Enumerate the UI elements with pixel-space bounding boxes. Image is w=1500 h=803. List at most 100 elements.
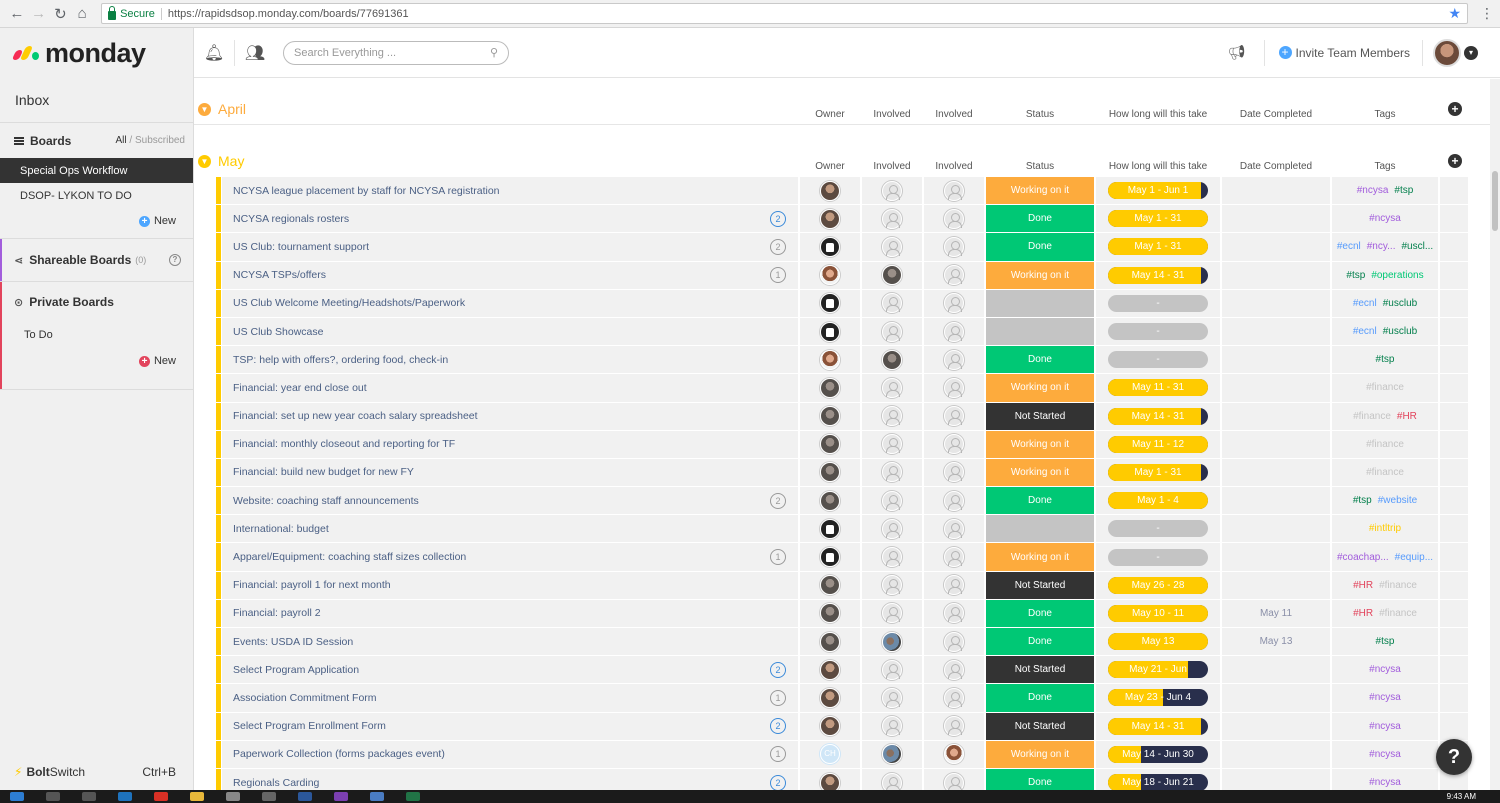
column-header-date-completed[interactable]: Date Completed [1239, 161, 1313, 172]
status-cell[interactable]: Not Started [986, 571, 1094, 599]
monday-logo[interactable]: monday [0, 28, 193, 78]
date-completed-cell[interactable] [1222, 740, 1330, 768]
person-avatar[interactable] [820, 490, 840, 511]
involved-cell-2[interactable] [924, 177, 984, 205]
tag[interactable]: #intltrip [1368, 523, 1402, 535]
column-header-status[interactable]: Status [1025, 161, 1055, 172]
person-avatar[interactable] [820, 547, 840, 568]
explorer-taskbar-icon[interactable] [190, 792, 204, 801]
date-completed-cell[interactable]: May 11 [1222, 599, 1330, 627]
timeline-cell[interactable]: May 18 - Jun 21 [1096, 768, 1220, 790]
owner-cell[interactable] [800, 571, 860, 599]
owner-cell[interactable] [800, 768, 860, 790]
timeline-cell[interactable]: May 11 - 31 [1096, 374, 1220, 402]
table-row[interactable]: US Club Welcome Meeting/Headshots/Paperw… [194, 289, 1490, 318]
date-completed-cell[interactable] [1222, 317, 1330, 346]
timeline-pill[interactable]: May 26 - 28 [1108, 576, 1208, 594]
item-name[interactable]: International: budget [222, 515, 798, 543]
updates-count-badge[interactable]: 1 [770, 746, 786, 763]
sidebar-board-to-do[interactable]: To Do [24, 329, 53, 341]
user-avatar[interactable] [1433, 38, 1461, 67]
add-column-button[interactable]: + [1448, 154, 1462, 168]
empty-person-icon[interactable] [882, 236, 902, 257]
tags-cell[interactable]: #ecnl #usclub [1332, 317, 1438, 346]
involved-cell[interactable] [862, 684, 922, 712]
involved-cell[interactable] [862, 599, 922, 627]
timeline-pill[interactable]: May 14 - 31 [1108, 407, 1208, 425]
status-cell[interactable]: Done [986, 684, 1094, 712]
tag[interactable]: #ecnl [1352, 326, 1377, 338]
timeline-pill[interactable]: May 1 - 4 [1108, 492, 1208, 510]
date-completed-cell[interactable] [1222, 712, 1330, 740]
item-name[interactable]: US Club Showcase [222, 317, 798, 346]
status-cell[interactable]: Not Started [986, 656, 1094, 684]
item-name[interactable]: NCYSA regionals rosters 2 [222, 205, 798, 233]
table-row[interactable]: Regionals Carding 2 Done May 18 - Jun 21 #nc… [194, 768, 1490, 790]
timeline-cell[interactable]: - [1096, 289, 1220, 317]
involved-cell-2[interactable] [924, 628, 984, 656]
empty-person-icon[interactable] [882, 518, 902, 539]
windows-start-icon[interactable] [10, 792, 24, 801]
new-private-board-button[interactable]: + New [0, 348, 193, 374]
item-name[interactable]: US Club Welcome Meeting/Headshots/Paperw… [222, 289, 798, 317]
column-header-status[interactable]: Status [1025, 109, 1055, 120]
involved-cell-2[interactable] [924, 487, 984, 515]
person-avatar[interactable] [820, 716, 840, 737]
date-completed-cell[interactable]: May 13 [1222, 628, 1330, 656]
status-cell[interactable]: Done [986, 205, 1094, 233]
search-taskbar-icon[interactable] [46, 792, 60, 801]
status-cell[interactable] [986, 515, 1094, 543]
timeline-pill[interactable]: - [1108, 351, 1208, 369]
person-avatar[interactable] [882, 744, 902, 765]
tag[interactable]: #tsp [1375, 354, 1395, 366]
involved-cell[interactable] [862, 430, 922, 458]
date-completed-cell[interactable] [1222, 768, 1330, 790]
timeline-pill[interactable]: May 14 - Jun 30 [1108, 745, 1208, 763]
tag[interactable]: #tsp [1375, 636, 1395, 648]
date-completed-cell[interactable] [1222, 233, 1330, 261]
person-avatar[interactable] [944, 744, 964, 765]
owner-cell[interactable] [800, 317, 860, 346]
person-avatar[interactable] [820, 434, 840, 455]
owner-cell[interactable] [800, 487, 860, 515]
tags-cell[interactable]: #intltrip [1332, 515, 1438, 543]
empty-person-icon[interactable] [944, 603, 964, 624]
empty-person-icon[interactable] [944, 716, 964, 737]
search-input[interactable]: Search Everything ... ⚲ [283, 40, 509, 65]
involved-cell-2[interactable] [924, 599, 984, 627]
table-row[interactable]: Select Program Enrollment Form 2 Not Start… [194, 712, 1490, 741]
status-cell[interactable]: Not Started [986, 402, 1094, 430]
tag[interactable]: #HR [1396, 410, 1417, 422]
boards-filter[interactable]: All / Subscribed [115, 135, 186, 146]
timeline-cell[interactable]: May 14 - 31 [1096, 402, 1220, 430]
date-completed-cell[interactable] [1222, 458, 1330, 487]
involved-cell[interactable] [862, 261, 922, 289]
table-row[interactable]: International: budget - #intltrip [194, 515, 1490, 544]
item-name[interactable]: Financial: build new budget for new FY [222, 458, 798, 487]
column-header-owner[interactable]: Owner [815, 109, 845, 120]
empty-person-icon[interactable] [944, 490, 964, 511]
person-avatar[interactable] [820, 772, 840, 790]
owner-cell[interactable] [800, 430, 860, 458]
date-completed-cell[interactable] [1222, 261, 1330, 289]
timeline-pill[interactable]: May 13 [1108, 633, 1208, 651]
empty-person-icon[interactable] [944, 575, 964, 596]
status-cell[interactable]: Done [986, 487, 1094, 515]
empty-person-icon[interactable] [944, 462, 964, 483]
timeline-pill[interactable]: May 23 - Jun 4 [1108, 689, 1208, 707]
involved-cell[interactable] [862, 374, 922, 402]
reload-icon[interactable]: ↻ [54, 5, 67, 23]
updates-count-badge[interactable]: 2 [770, 492, 786, 509]
table-row[interactable]: TSP: help with offers?, ordering food, c… [194, 346, 1490, 375]
tag[interactable]: #ncysa [1369, 748, 1401, 760]
timeline-cell[interactable]: May 1 - 31 [1096, 233, 1220, 261]
empty-person-icon[interactable] [882, 603, 902, 624]
date-completed-cell[interactable] [1222, 571, 1330, 599]
group-title[interactable]: April [218, 101, 247, 117]
empty-person-icon[interactable] [882, 462, 902, 483]
people-icon[interactable]: 👥︎ [244, 44, 266, 62]
tags-cell[interactable]: #tsp #operations [1332, 261, 1438, 289]
table-row[interactable]: US Club Showcase - #ecnl #usclub [194, 317, 1490, 347]
column-header-tags[interactable]: Tags [1374, 161, 1396, 172]
updates-count-badge[interactable]: 2 [770, 774, 786, 790]
